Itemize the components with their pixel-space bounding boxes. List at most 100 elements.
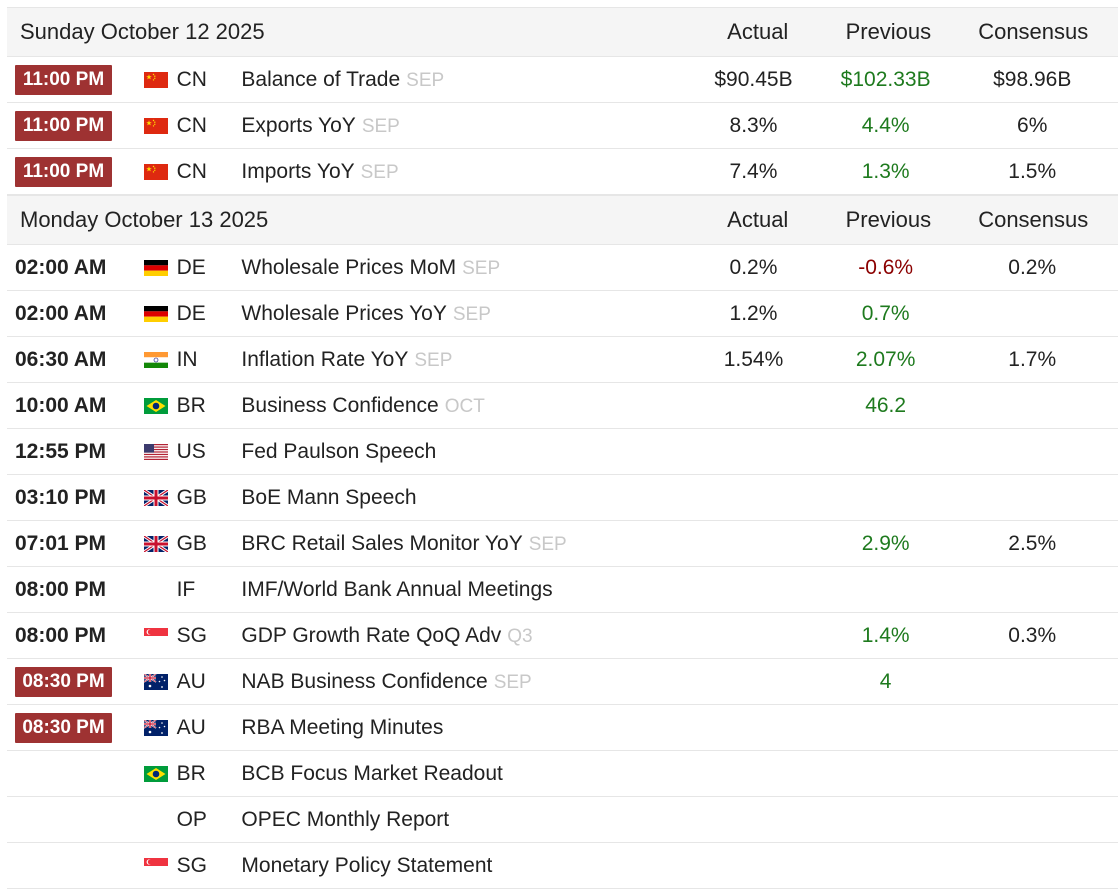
previous-value: $102.33B [840, 67, 931, 91]
previous-value: 4.4% [861, 113, 910, 137]
country-code: AU [176, 715, 206, 739]
event-name-cell[interactable]: NAB Business Confidence SEP [241, 670, 682, 694]
actual-value: 1.54% [723, 347, 784, 371]
event-name[interactable]: GDP Growth Rate QoQ Adv [241, 623, 502, 647]
event-name-cell[interactable]: BCB Focus Market Readout [241, 762, 682, 786]
previous-value: -0.6% [858, 255, 914, 279]
previous-value: 1.3% [861, 159, 910, 183]
event-row[interactable]: 11:00 PM CN Exports YoY SEP 8.3% 4.4% 6% [7, 103, 1118, 149]
event-name[interactable]: Wholesale Prices YoY [241, 301, 447, 325]
event-row[interactable]: 08:00 PM IF IMF/World Bank Annual Meetings [7, 567, 1118, 613]
event-name-cell[interactable]: Imports YoY SEP [241, 160, 682, 184]
event-name[interactable]: Imports YoY [241, 159, 355, 183]
de-flag-icon [143, 259, 168, 276]
gb-flag-icon [143, 489, 168, 506]
consensus-value: $98.96B [993, 67, 1072, 91]
event-name[interactable]: BCB Focus Market Readout [241, 761, 503, 785]
event-reference-period: SEP [452, 303, 491, 325]
event-row[interactable]: 08:30 PM AU RBA Meeting Minutes [7, 705, 1118, 751]
day-header: Monday October 13 2025 Actual Previous Cons… [7, 195, 1118, 245]
event-name-cell[interactable]: Exports YoY SEP [241, 114, 682, 138]
event-row[interactable]: 03:10 PM GB BoE Mann Speech [7, 475, 1118, 521]
flag-cell [143, 857, 177, 874]
day-date: Monday October 13 2025 [20, 207, 269, 232]
event-name[interactable]: Monetary Policy Statement [241, 853, 493, 877]
event-reference-period: Q3 [507, 625, 533, 647]
country-code: GB [176, 531, 207, 555]
sg-flag-icon [143, 627, 168, 644]
flag-cell [143, 305, 177, 322]
event-name[interactable]: BoE Mann Speech [241, 485, 417, 509]
event-time-cell: 12:55 PM [7, 440, 144, 464]
consensus-value: 0.3% [1008, 623, 1057, 647]
event-name[interactable]: OPEC Monthly Report [241, 807, 450, 831]
event-name-cell[interactable]: IMF/World Bank Annual Meetings [241, 578, 682, 602]
event-time-cell: 06:30 AM [7, 348, 144, 372]
flag-cell [143, 117, 177, 134]
flag-cell [143, 71, 177, 88]
event-time: 07:01 PM [15, 531, 107, 555]
event-row[interactable]: 08:00 PM SG GDP Growth Rate QoQ Adv Q3 1.4% 0… [7, 613, 1118, 659]
actual-value: $90.45B [714, 67, 793, 91]
event-row[interactable]: 02:00 AM DE Wholesale Prices YoY SEP 1.2% 0.7… [7, 291, 1118, 337]
event-row[interactable]: BR BCB Focus Market Readout [7, 751, 1118, 797]
event-name-cell[interactable]: RBA Meeting Minutes [241, 716, 682, 740]
event-name-cell[interactable]: Wholesale Prices YoY SEP [241, 302, 682, 326]
country-code: CN [176, 113, 207, 137]
event-name-cell[interactable]: Business Confidence OCT [241, 394, 682, 418]
actual-value: 8.3% [729, 113, 778, 137]
event-name[interactable]: RBA Meeting Minutes [241, 715, 444, 739]
event-name[interactable]: NAB Business Confidence [241, 669, 488, 693]
event-time-cell: 02:00 AM [7, 256, 144, 280]
event-name[interactable]: Exports YoY [241, 113, 356, 137]
event-time-cell: 07:01 PM [7, 532, 144, 556]
event-row[interactable]: OP OPEC Monthly Report [7, 797, 1118, 843]
event-time: 02:00 AM [15, 301, 107, 325]
event-name[interactable]: BRC Retail Sales Monitor YoY [241, 531, 523, 555]
event-time: 08:00 PM [15, 623, 107, 647]
event-row[interactable]: 08:30 PM AU NAB Business Confidence SEP 4 [7, 659, 1118, 705]
actual-value: 1.2% [729, 301, 778, 325]
country-code: IN [176, 347, 198, 371]
event-reference-period: OCT [444, 395, 485, 417]
event-row[interactable]: 02:00 AM DE Wholesale Prices MoM SEP 0.2% -0.… [7, 245, 1118, 291]
column-header-actual: Actual [727, 207, 789, 232]
cn-flag-icon [143, 71, 168, 88]
event-name[interactable]: IMF/World Bank Annual Meetings [241, 577, 553, 601]
event-name-cell[interactable]: Inflation Rate YoY SEP [241, 348, 682, 372]
previous-value: 4 [879, 669, 892, 693]
event-name-cell[interactable]: BRC Retail Sales Monitor YoY SEP [241, 532, 682, 556]
event-time-cell: 10:00 AM [7, 394, 144, 418]
event-time: 08:00 PM [15, 577, 107, 601]
au-flag-icon [143, 719, 168, 736]
event-row[interactable]: 11:00 PM CN Balance of Trade SEP $90.45B $102… [7, 57, 1118, 103]
event-row[interactable]: 11:00 PM CN Imports YoY SEP 7.4% 1.3% 1.5% [7, 149, 1118, 195]
event-name-cell[interactable]: Wholesale Prices MoM SEP [241, 256, 682, 280]
event-row[interactable]: SG Monetary Policy Statement [7, 843, 1118, 889]
country-code: IF [176, 577, 196, 601]
flag-cell [143, 397, 177, 414]
event-row[interactable]: 10:00 AM BR Business Confidence OCT 46.2 [7, 383, 1118, 429]
event-name[interactable]: Business Confidence [241, 393, 439, 417]
event-name-cell[interactable]: BoE Mann Speech [241, 486, 682, 510]
event-name-cell[interactable]: Monetary Policy Statement [241, 854, 682, 878]
flag-cell [143, 719, 177, 736]
column-header-consensus: Consensus [978, 19, 1089, 44]
event-time-cell: 08:00 PM [7, 578, 144, 602]
in-flag-icon [143, 351, 168, 368]
event-name[interactable]: Inflation Rate YoY [241, 347, 409, 371]
event-name-cell[interactable]: Fed Paulson Speech [241, 440, 682, 464]
event-name-cell[interactable]: GDP Growth Rate QoQ Adv Q3 [241, 624, 682, 648]
event-name[interactable]: Fed Paulson Speech [241, 439, 437, 463]
event-row[interactable]: 06:30 AM IN Inflation Rate YoY SEP 1.54% 2.07… [7, 337, 1118, 383]
event-row[interactable]: 07:01 PM GB BRC Retail Sales Monitor YoY SE… [7, 521, 1118, 567]
consensus-value: 1.5% [1008, 159, 1057, 183]
time-badge: 11:00 PM [15, 156, 112, 187]
event-name[interactable]: Wholesale Prices MoM [241, 255, 457, 279]
event-name[interactable]: Balance of Trade [241, 67, 401, 91]
flag-cell [143, 351, 177, 368]
consensus-value: 1.7% [1008, 347, 1057, 371]
event-name-cell[interactable]: Balance of Trade SEP [241, 68, 682, 92]
event-name-cell[interactable]: OPEC Monthly Report [241, 808, 682, 832]
event-row[interactable]: 12:55 PM US Fed Paulson Speech [7, 429, 1118, 475]
